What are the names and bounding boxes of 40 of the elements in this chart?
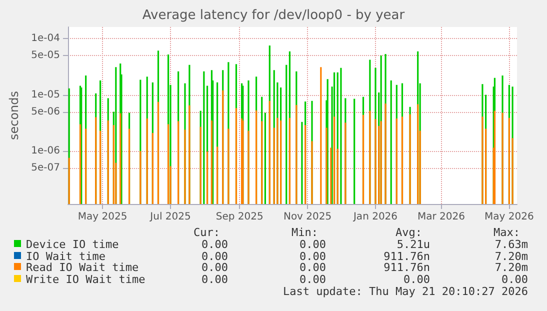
y-tick-label: 5e-05 xyxy=(31,50,60,61)
y-tick-label: 1e-06 xyxy=(31,146,60,157)
chart-title: Average latency for /dev/loop0 - by year xyxy=(142,8,406,23)
text: 7.20m xyxy=(494,250,528,263)
x-tick-label: May 2025 xyxy=(78,212,128,222)
x-tick-label: Mar 2026 xyxy=(417,212,465,222)
text: 7.20m xyxy=(494,261,528,274)
text: Max: xyxy=(494,226,520,239)
text: 911.76n xyxy=(384,250,430,263)
legend-label: Write IO Wait time xyxy=(26,273,146,286)
y-axis-title: seconds xyxy=(7,90,21,140)
text: 0.00 xyxy=(300,273,326,286)
legend-label: Device IO time xyxy=(26,238,119,251)
text: Last update: Thu May 21 20:10:27 2026 xyxy=(282,284,528,298)
x-tick-label: Jul 2025 xyxy=(149,212,191,222)
text: 0.00 xyxy=(300,261,326,274)
y-tick-label: 1e-05 xyxy=(31,89,60,100)
text: 911.76n xyxy=(384,261,430,274)
text: 0.00 xyxy=(202,238,228,251)
text: 0.00 xyxy=(202,250,228,263)
y-tick-label: 5e-07 xyxy=(31,162,60,174)
legend-label: Read IO Wait time xyxy=(26,261,139,274)
legend-label: IO Wait time xyxy=(26,250,106,263)
x-tick-label: Jan 2026 xyxy=(352,212,398,222)
y-tick-label: 1e-04 xyxy=(31,32,60,44)
x-tick-label: Sep 2025 xyxy=(216,212,264,222)
x-tick-label: May 2026 xyxy=(484,212,534,222)
y-tick-label: 5e-06 xyxy=(31,106,60,118)
text: 0.00 xyxy=(202,273,228,286)
text: 0.00 xyxy=(502,273,528,286)
text: Cur: xyxy=(194,226,220,239)
text: 5.21u xyxy=(396,238,430,251)
text: 0.00 xyxy=(300,250,326,263)
text: Min: xyxy=(292,226,318,239)
text: 7.63m xyxy=(494,238,528,251)
text: 0.00 xyxy=(202,261,228,274)
x-tick-label: Nov 2025 xyxy=(283,212,332,222)
text: 0.00 xyxy=(300,238,326,251)
text: 0.00 xyxy=(404,273,430,286)
text: Avg: xyxy=(396,226,422,239)
